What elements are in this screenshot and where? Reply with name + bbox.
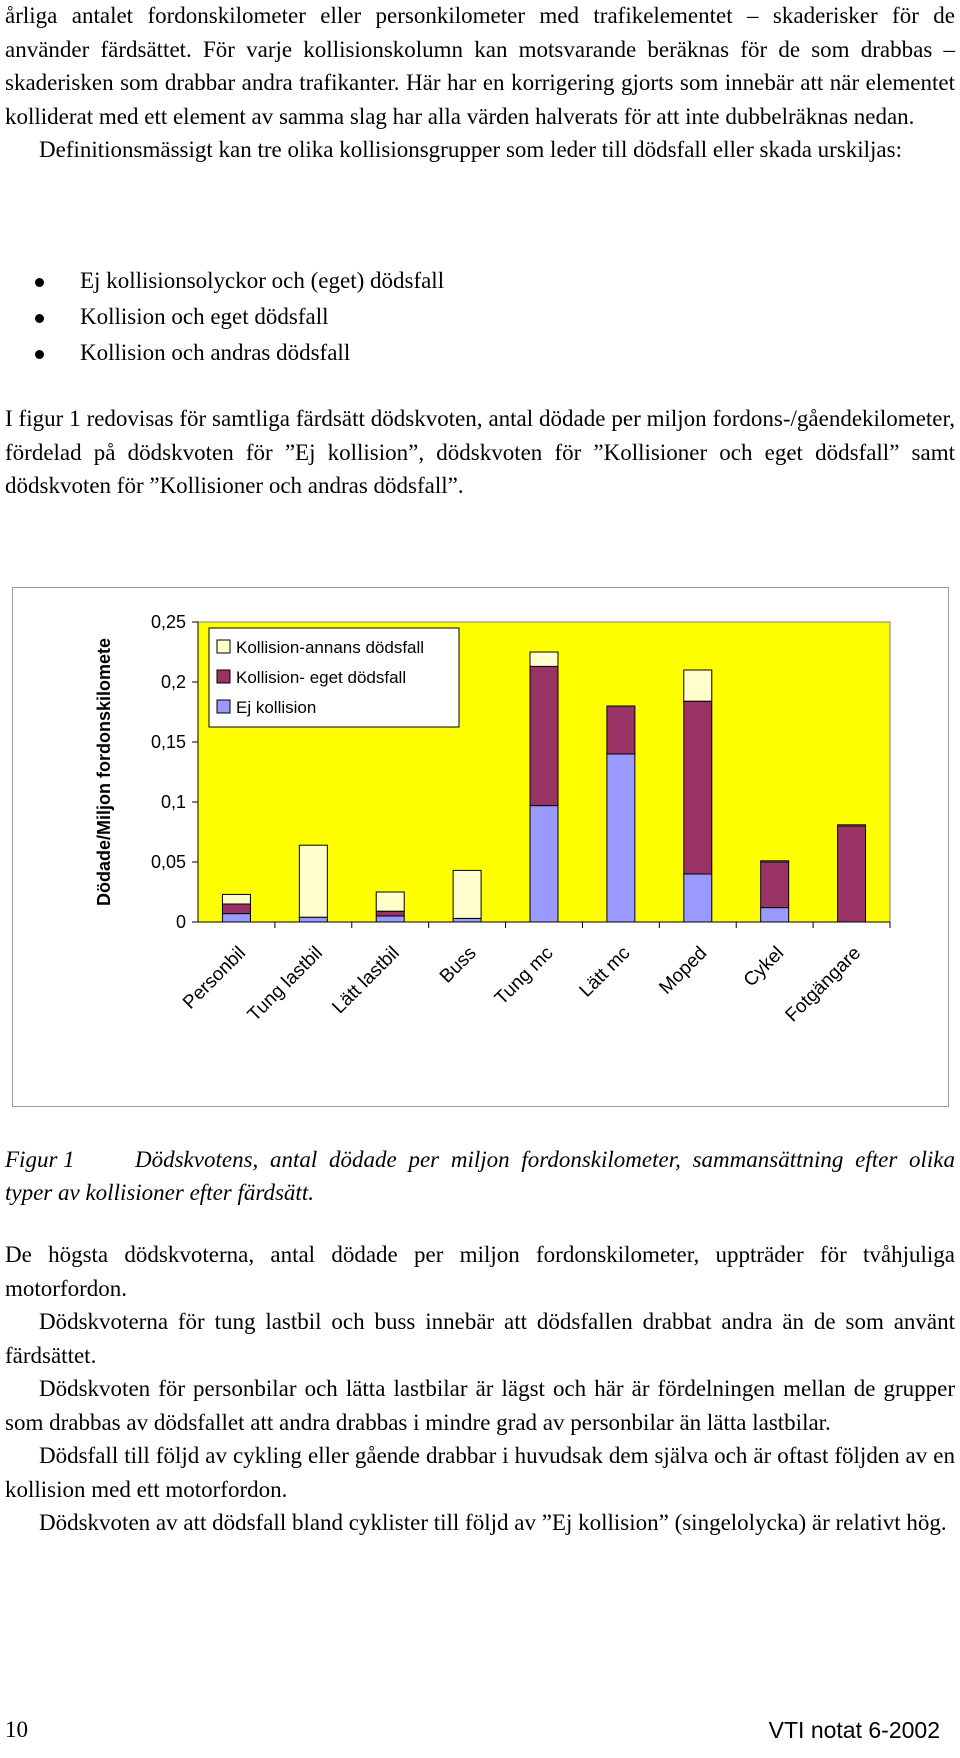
x-tick-label: Cykel [740, 943, 788, 991]
intro-text: årliga antalet fordonskilometer eller pe… [5, 0, 955, 167]
y-tick-label: 0,15 [151, 732, 186, 752]
y-tick-label: 0,2 [161, 672, 186, 692]
list-item: Ej kollisionsolyckor och (eget) dödsfall [5, 263, 945, 299]
bar-segment [606, 753, 636, 923]
bar-segment [837, 825, 867, 923]
bar-segment [221, 903, 251, 915]
figure-caption: Figur 1 Dödskvotens, antal dödade per mil… [5, 1143, 955, 1209]
stacked-bar-chart: 0 0,05 0,1 0,15 0,2 0,25 Dödade/Miljon fordons… [94, 612, 891, 1027]
bar-segment [683, 700, 713, 875]
bar-segment [683, 873, 713, 923]
legend-swatch [216, 669, 231, 684]
x-tick-label: Buss [436, 943, 481, 988]
intro-paragraph-1: årliga antalet fordonskilometer eller pe… [5, 3, 955, 129]
collision-groups-list: Ej kollisionsolyckor och (eget) dödsfall… [5, 263, 945, 371]
bar-segment [837, 824, 867, 827]
legend-label: Ej kollision [236, 698, 316, 717]
list-item-text: Ej kollisionsolyckor och (eget) dödsfall [80, 268, 445, 293]
bar-segment [529, 665, 559, 807]
bar-segment [529, 805, 559, 923]
page-number: 10 [5, 1717, 28, 1742]
publication-id: VTI notat 6-2002 [768, 1717, 940, 1743]
legend-label: Kollision-annans dödsfall [236, 638, 424, 657]
body-paragraph-5: Dödskvoten av att dödsfall bland cyklist… [39, 1510, 947, 1535]
intro-paragraph-2: Definitionsmässigt kan tre olika kollisi… [39, 137, 902, 162]
bar-segment [683, 669, 713, 702]
bullet-icon [35, 278, 44, 287]
bar-segment [606, 705, 636, 755]
x-tick-label: Tung lastbil [244, 943, 327, 1026]
x-tick-label: Fotgängare [782, 943, 866, 1027]
y-tick-label: 0,05 [151, 852, 186, 872]
body-paragraph-4: Dödsfall till följd av cykling eller gåe… [5, 1443, 955, 1502]
y-tick-label: 0 [176, 912, 186, 932]
y-tick-label: 0,25 [151, 612, 186, 632]
bar-segment [529, 651, 559, 667]
bar-segment [298, 916, 328, 923]
body-paragraph-2: Dödskvoterna för tung lastbil och buss i… [5, 1309, 955, 1368]
bar-segment [298, 844, 328, 918]
x-tick-label: Personbil [179, 943, 250, 1014]
bullet-icon [35, 314, 44, 323]
bar-segment [760, 907, 790, 923]
figure-intro-text: I figur 1 redovisas för samtliga färdsät… [5, 402, 955, 503]
figure-caption-text: Dödskvotens, antal dödade per miljon for… [5, 1147, 955, 1205]
legend-swatch [216, 699, 231, 714]
bar-segment [375, 891, 405, 912]
bar-segment [452, 917, 482, 923]
list-item-text: Kollision och eget dödsfall [80, 304, 329, 329]
bullet-icon [35, 350, 44, 359]
bar-segment [221, 913, 251, 923]
bar-segment [760, 861, 790, 909]
body-paragraph-3: Dödskvoten för personbilar och lätta las… [5, 1376, 955, 1435]
y-tick-label: 0,1 [161, 792, 186, 812]
legend-swatch [216, 639, 231, 654]
bar-segment [221, 893, 251, 905]
bar-segment [375, 910, 405, 917]
bar-segment [452, 869, 482, 919]
chart-figure: 0 0,05 0,1 0,15 0,2 0,25 Dödade/Miljon fordons… [12, 587, 949, 1107]
list-item-text: Kollision och andras dödsfall [80, 340, 351, 365]
list-item: Kollision och eget dödsfall [5, 299, 945, 335]
bar-segment [375, 915, 405, 923]
x-tick-label: Moped [655, 943, 711, 999]
x-tick-label: Lätt lastbil [328, 943, 403, 1018]
legend-label: Kollision- eget dödsfall [236, 668, 406, 687]
y-axis-title: Dödade/Miljon fordonskilomete [94, 638, 114, 906]
list-item: Kollision och andras dödsfall [5, 335, 945, 371]
chart-legend [208, 627, 460, 728]
body-text: De högsta dödskvoterna, antal dödade per… [5, 1238, 955, 1540]
body-paragraph-1: De högsta dödskvoterna, antal dödade per… [5, 1242, 955, 1301]
bar-segment [760, 860, 790, 863]
x-tick-label: Tung mc [491, 943, 558, 1010]
figure-intro-paragraph: I figur 1 redovisas för samtliga färdsät… [5, 406, 955, 498]
x-tick-label: Lätt mc [576, 943, 635, 1002]
figure-caption-label: Figur 1 [5, 1147, 75, 1172]
